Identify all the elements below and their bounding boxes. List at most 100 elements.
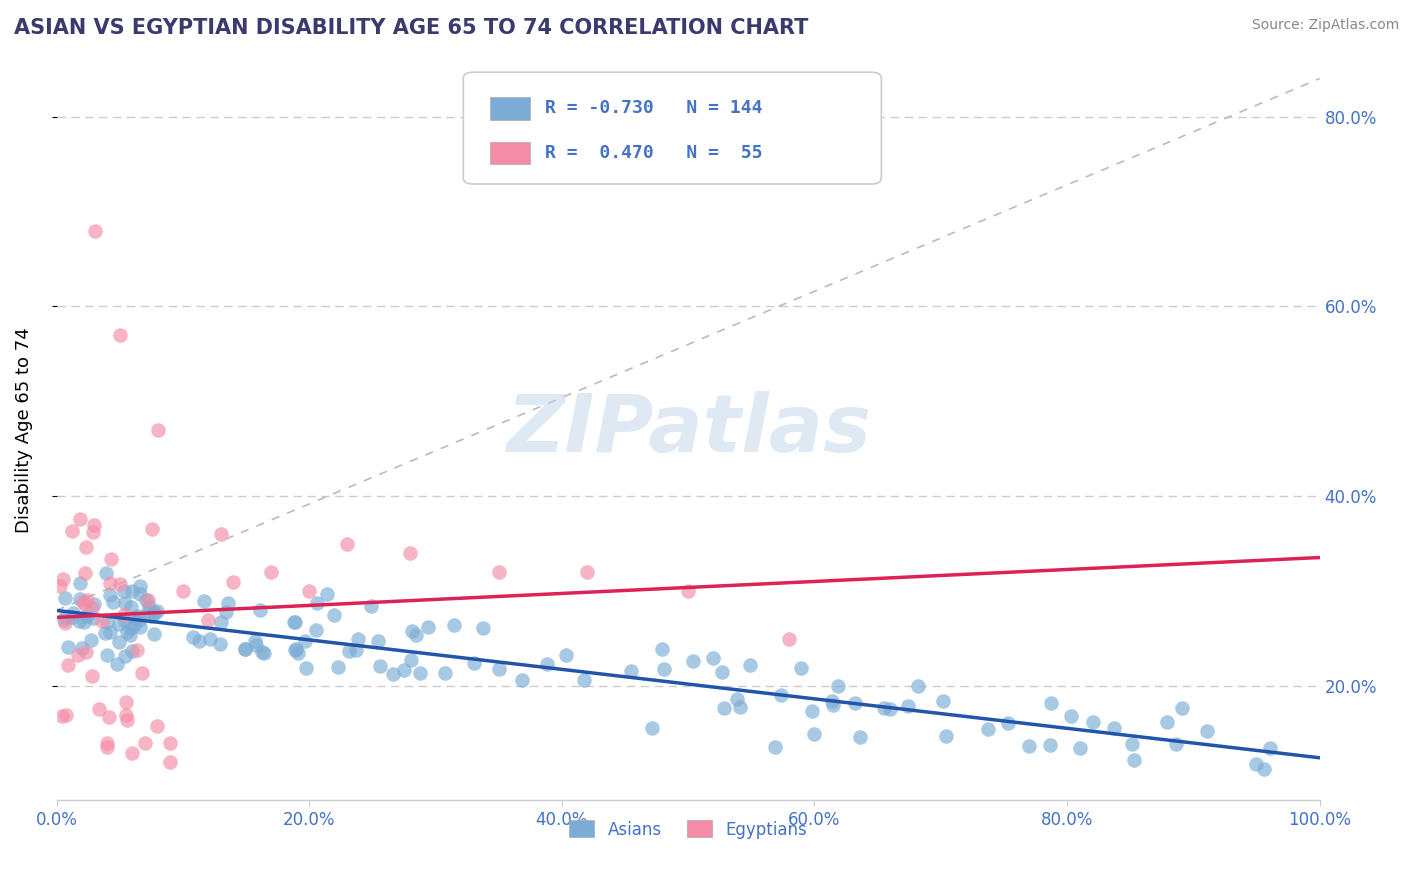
Point bbox=[803, 727, 825, 741]
Point bbox=[128, 578, 150, 592]
Point bbox=[114, 596, 136, 610]
Point bbox=[55, 610, 77, 624]
Point bbox=[128, 613, 150, 627]
Point bbox=[115, 624, 138, 639]
Point bbox=[710, 665, 733, 680]
Point bbox=[87, 702, 110, 716]
Point bbox=[367, 634, 389, 648]
Point bbox=[108, 634, 131, 648]
Point bbox=[763, 739, 786, 754]
Point bbox=[112, 583, 135, 598]
Point bbox=[245, 634, 267, 648]
Point bbox=[73, 597, 96, 611]
Point bbox=[652, 662, 675, 676]
Point bbox=[488, 566, 510, 580]
Text: ZIPatlas: ZIPatlas bbox=[506, 391, 870, 469]
Point bbox=[114, 614, 136, 628]
Point bbox=[844, 696, 866, 710]
Point bbox=[98, 625, 121, 640]
Point bbox=[1081, 715, 1104, 730]
Point bbox=[322, 608, 344, 623]
Point bbox=[1102, 721, 1125, 735]
Point bbox=[1060, 708, 1083, 723]
Point bbox=[344, 643, 367, 657]
Point bbox=[217, 595, 239, 609]
Point bbox=[443, 618, 465, 632]
Point bbox=[134, 736, 156, 750]
Point bbox=[83, 597, 105, 611]
Point bbox=[76, 593, 98, 607]
Point bbox=[198, 632, 221, 647]
Point bbox=[848, 731, 870, 745]
Point bbox=[138, 599, 160, 614]
Point bbox=[53, 591, 76, 605]
Point bbox=[138, 593, 160, 607]
Point bbox=[536, 657, 558, 671]
Point bbox=[215, 605, 238, 619]
Point bbox=[80, 669, 103, 683]
Point bbox=[316, 587, 339, 601]
Point bbox=[1123, 753, 1146, 767]
Point bbox=[399, 546, 422, 560]
Point bbox=[209, 615, 232, 630]
Point bbox=[48, 579, 70, 593]
Point bbox=[488, 663, 510, 677]
Point bbox=[108, 328, 131, 343]
Point bbox=[60, 610, 83, 624]
Point bbox=[69, 592, 91, 607]
Point bbox=[139, 609, 162, 624]
Point bbox=[120, 621, 142, 635]
Point bbox=[713, 700, 735, 714]
Point bbox=[620, 664, 643, 678]
Point bbox=[93, 626, 115, 640]
Y-axis label: Disability Age 65 to 74: Disability Age 65 to 74 bbox=[15, 327, 32, 533]
Point bbox=[51, 709, 73, 723]
Point bbox=[907, 679, 929, 693]
Point bbox=[52, 613, 75, 627]
Point bbox=[55, 616, 77, 631]
Point bbox=[1069, 741, 1091, 756]
Point bbox=[294, 633, 316, 648]
Point bbox=[121, 600, 143, 615]
Point bbox=[101, 594, 124, 608]
Point bbox=[1121, 737, 1143, 751]
Point bbox=[770, 688, 793, 702]
Point bbox=[651, 641, 673, 656]
Point bbox=[284, 615, 307, 629]
Point bbox=[193, 594, 215, 608]
Point bbox=[82, 611, 104, 625]
Point bbox=[110, 576, 132, 591]
Point bbox=[931, 693, 953, 707]
Point bbox=[233, 641, 256, 656]
Point bbox=[725, 692, 748, 706]
Point bbox=[576, 566, 599, 580]
Text: R =  0.470   N =  55: R = 0.470 N = 55 bbox=[546, 144, 763, 162]
Point bbox=[141, 522, 163, 536]
Point bbox=[188, 633, 211, 648]
Point bbox=[394, 663, 416, 677]
Point bbox=[1253, 762, 1275, 776]
Point bbox=[75, 566, 97, 580]
Point bbox=[52, 573, 75, 587]
Point bbox=[1246, 756, 1268, 771]
Point bbox=[510, 673, 533, 688]
Point bbox=[382, 666, 405, 681]
Point bbox=[738, 658, 761, 673]
Point bbox=[69, 575, 91, 590]
Point bbox=[409, 665, 432, 680]
Point bbox=[121, 584, 143, 599]
Point bbox=[252, 645, 274, 659]
Point bbox=[146, 719, 169, 733]
Point bbox=[91, 614, 114, 628]
Point bbox=[159, 756, 181, 770]
Point bbox=[143, 605, 166, 619]
Point bbox=[67, 648, 90, 663]
Point bbox=[336, 537, 359, 551]
Point bbox=[728, 700, 751, 714]
Point bbox=[62, 606, 84, 620]
Point bbox=[253, 646, 276, 660]
Point bbox=[641, 721, 664, 735]
Point bbox=[360, 599, 382, 613]
Point bbox=[401, 624, 423, 639]
Point bbox=[181, 631, 204, 645]
